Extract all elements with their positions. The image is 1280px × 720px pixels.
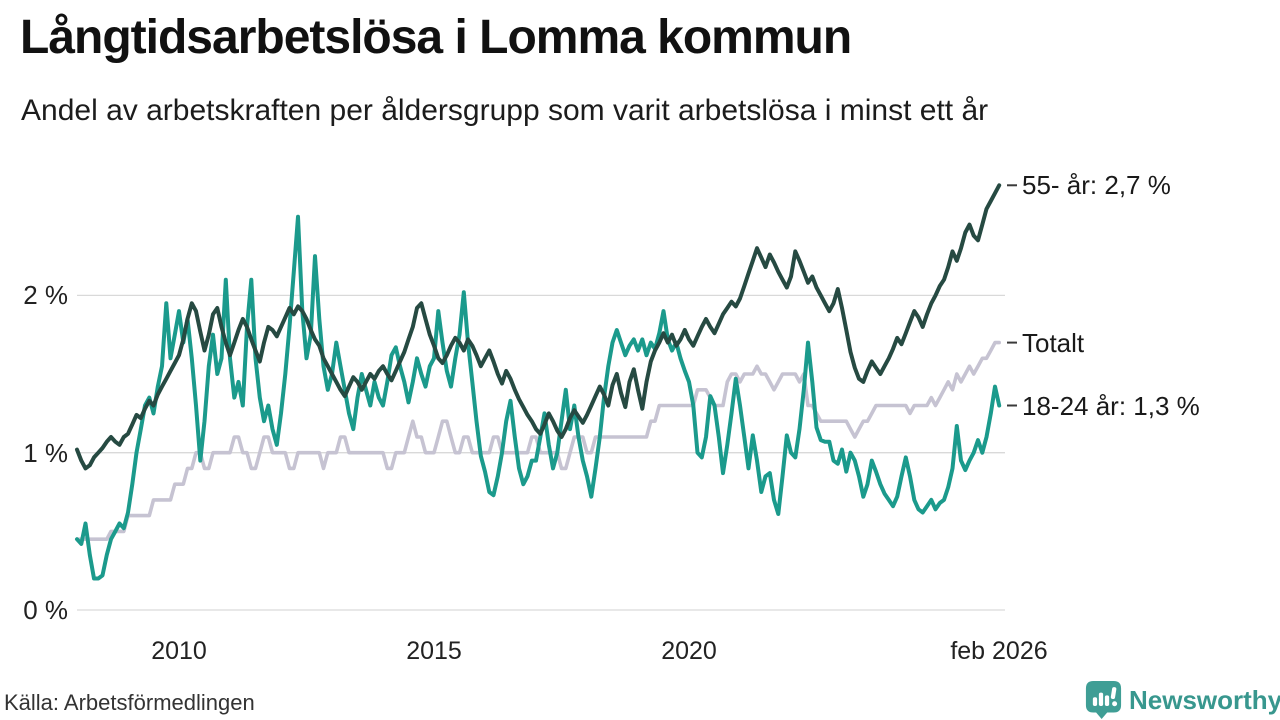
newsworthy-logo-text: Newsworthy — [1129, 684, 1280, 715]
x-axis-tick-2020: 2020 — [661, 637, 717, 665]
series-end-label-totalt: Totalt — [1022, 327, 1085, 358]
newsworthy-logo[interactable]: Newsworthy — [1085, 679, 1280, 720]
page-title: Långtidsarbetslösa i Lomma kommun — [20, 11, 852, 64]
newsworthy-logo-icon — [1085, 680, 1122, 720]
x-axis-tick-2010: 2010 — [151, 637, 207, 665]
y-axis-tick-0pct: 0 % — [23, 595, 68, 625]
y-axis-tick-1pct: 1 % — [23, 438, 68, 468]
page-subtitle: Andel av arbetskraften per åldersgrupp s… — [21, 94, 989, 127]
y-axis-tick-2pct: 2 % — [23, 280, 68, 310]
series-line-55-ar — [75, 183, 1002, 471]
x-axis-tick-feb-2026: feb 2026 — [950, 637, 1048, 665]
x-axis-tick-2015: 2015 — [406, 637, 462, 665]
series-end-label-55-ar: 55- år: 2,7 % — [1022, 170, 1171, 201]
series-end-label-18-24-ar: 18-24 år: 1,3 % — [1022, 390, 1200, 421]
source-credit: Källa: Arbetsförmedlingen — [4, 690, 255, 715]
series-line-18-24-ar — [75, 214, 1002, 581]
